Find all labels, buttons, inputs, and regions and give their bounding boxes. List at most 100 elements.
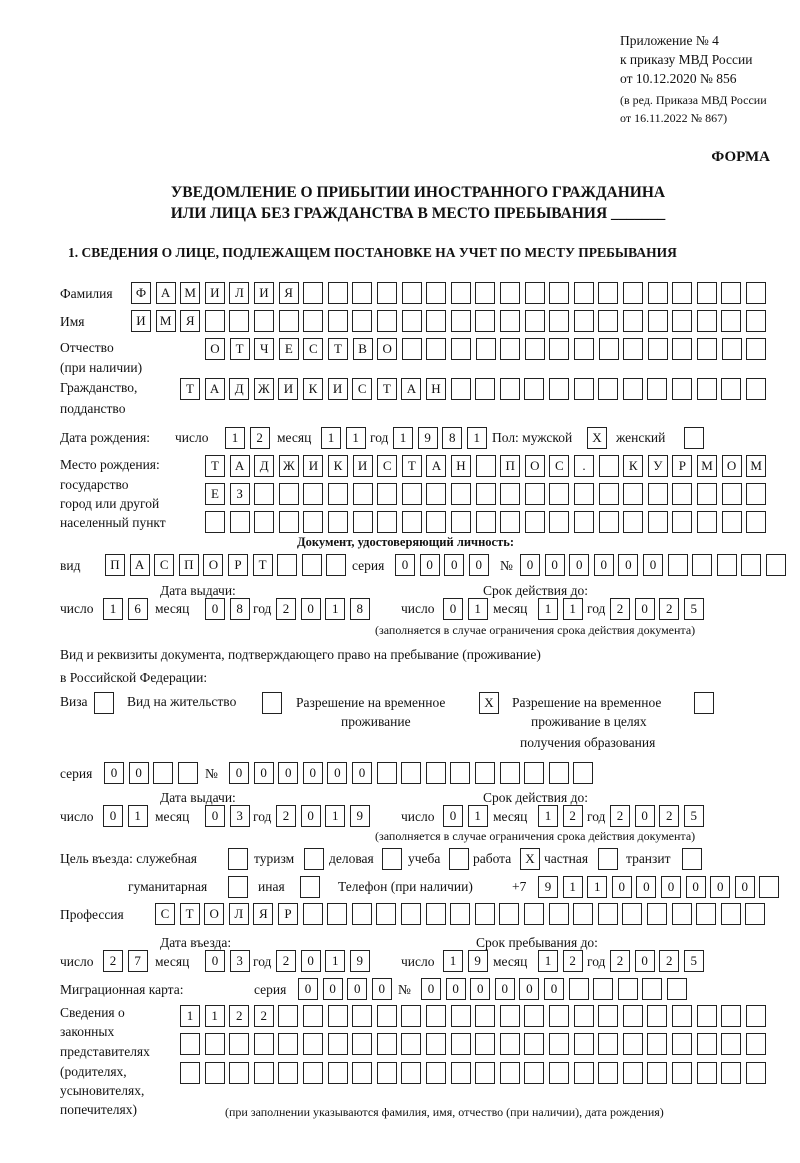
char-box[interactable]: М xyxy=(746,455,767,477)
char-box[interactable]: 1 xyxy=(127,805,148,827)
char-box[interactable] xyxy=(759,876,780,898)
char-box[interactable] xyxy=(401,310,422,332)
char-box[interactable] xyxy=(475,1033,496,1055)
char-box[interactable] xyxy=(647,310,668,332)
char-box[interactable] xyxy=(549,1062,569,1084)
char-box[interactable] xyxy=(672,310,693,332)
char-box[interactable] xyxy=(672,1033,692,1055)
char-box[interactable]: С xyxy=(352,378,373,400)
char-box[interactable]: 1 xyxy=(538,598,558,620)
char-box[interactable]: 0 xyxy=(352,762,372,784)
char-box[interactable] xyxy=(672,1062,692,1084)
char-box[interactable] xyxy=(451,338,471,360)
char-box[interactable] xyxy=(672,1005,692,1027)
char-box[interactable] xyxy=(573,903,594,925)
char-box[interactable] xyxy=(667,554,688,576)
char-box[interactable] xyxy=(499,903,520,925)
char-box[interactable]: С xyxy=(155,903,175,925)
char-box[interactable]: 0 xyxy=(300,950,321,972)
char-box[interactable] xyxy=(352,1062,373,1084)
char-box[interactable] xyxy=(721,1033,742,1055)
char-box[interactable]: О xyxy=(204,903,225,925)
char-box[interactable] xyxy=(642,978,663,1000)
char-box[interactable] xyxy=(499,378,520,400)
char-box[interactable] xyxy=(377,310,397,332)
char-box[interactable]: Р xyxy=(672,455,693,477)
char-box[interactable] xyxy=(180,1062,200,1084)
char-box[interactable] xyxy=(475,338,496,360)
char-box[interactable] xyxy=(382,848,402,870)
char-box[interactable] xyxy=(574,338,594,360)
char-box[interactable] xyxy=(524,310,545,332)
char-box[interactable] xyxy=(671,903,692,925)
char-box[interactable]: Н xyxy=(451,455,471,477)
char-box[interactable]: 0 xyxy=(103,805,123,827)
char-box[interactable]: Е xyxy=(205,483,225,505)
char-box[interactable] xyxy=(745,378,766,400)
char-box[interactable] xyxy=(574,483,594,505)
char-box[interactable] xyxy=(301,554,322,576)
char-box[interactable] xyxy=(622,1062,643,1084)
char-box[interactable]: Н xyxy=(426,378,446,400)
char-box[interactable] xyxy=(352,310,373,332)
char-box[interactable] xyxy=(696,1033,717,1055)
char-box[interactable]: 1 xyxy=(467,598,488,620)
char-box[interactable]: М xyxy=(697,455,717,477)
char-box[interactable]: 0 xyxy=(205,598,225,620)
char-box[interactable] xyxy=(180,1033,200,1055)
char-box[interactable] xyxy=(696,378,717,400)
char-box[interactable]: 0 xyxy=(636,876,657,898)
char-box[interactable]: 2 xyxy=(249,427,270,449)
char-box[interactable]: 2 xyxy=(659,805,680,827)
char-box[interactable] xyxy=(524,762,545,784)
char-box[interactable] xyxy=(262,692,282,714)
char-box[interactable] xyxy=(475,483,496,505)
char-box[interactable] xyxy=(475,282,496,304)
char-box[interactable]: 0 xyxy=(569,554,590,576)
char-box[interactable] xyxy=(647,1062,668,1084)
char-box[interactable] xyxy=(228,848,248,870)
char-box[interactable]: С xyxy=(303,338,324,360)
char-box[interactable] xyxy=(721,282,742,304)
char-box[interactable] xyxy=(376,903,397,925)
char-box[interactable]: А xyxy=(426,455,447,477)
char-box[interactable] xyxy=(549,338,570,360)
char-box[interactable]: 1 xyxy=(562,876,583,898)
char-box[interactable] xyxy=(694,692,714,714)
char-box[interactable] xyxy=(524,903,544,925)
char-box[interactable]: X xyxy=(587,427,607,449)
char-box[interactable] xyxy=(450,282,471,304)
char-box[interactable] xyxy=(328,483,348,505)
char-box[interactable] xyxy=(352,282,373,304)
char-box[interactable] xyxy=(746,282,766,304)
char-box[interactable]: 9 xyxy=(538,876,558,898)
char-box[interactable]: 0 xyxy=(544,554,565,576)
char-box[interactable]: 1 xyxy=(325,950,346,972)
char-box[interactable] xyxy=(500,338,521,360)
char-box[interactable]: Е xyxy=(278,338,299,360)
char-box[interactable]: 8 xyxy=(349,598,370,620)
char-box[interactable] xyxy=(524,1005,545,1027)
char-box[interactable] xyxy=(672,378,692,400)
char-box[interactable]: 0 xyxy=(593,554,614,576)
char-box[interactable]: 9 xyxy=(349,805,370,827)
char-box[interactable]: Т xyxy=(180,378,200,400)
char-box[interactable] xyxy=(94,692,114,714)
char-box[interactable] xyxy=(451,483,471,505)
char-box[interactable]: Т xyxy=(205,455,225,477)
char-box[interactable] xyxy=(548,762,569,784)
char-box[interactable] xyxy=(745,1005,766,1027)
char-box[interactable] xyxy=(549,1005,569,1027)
char-box[interactable]: Ф xyxy=(131,282,151,304)
char-box[interactable] xyxy=(499,1005,520,1027)
char-box[interactable]: 0 xyxy=(445,978,466,1000)
char-box[interactable]: 0 xyxy=(634,598,655,620)
char-box[interactable]: 0 xyxy=(253,762,274,784)
char-box[interactable]: П xyxy=(500,455,521,477)
char-box[interactable]: 1 xyxy=(225,427,245,449)
char-box[interactable] xyxy=(692,554,713,576)
char-box[interactable]: 2 xyxy=(610,805,630,827)
char-box[interactable]: 0 xyxy=(634,950,655,972)
char-box[interactable] xyxy=(745,903,766,925)
char-box[interactable] xyxy=(524,1033,545,1055)
